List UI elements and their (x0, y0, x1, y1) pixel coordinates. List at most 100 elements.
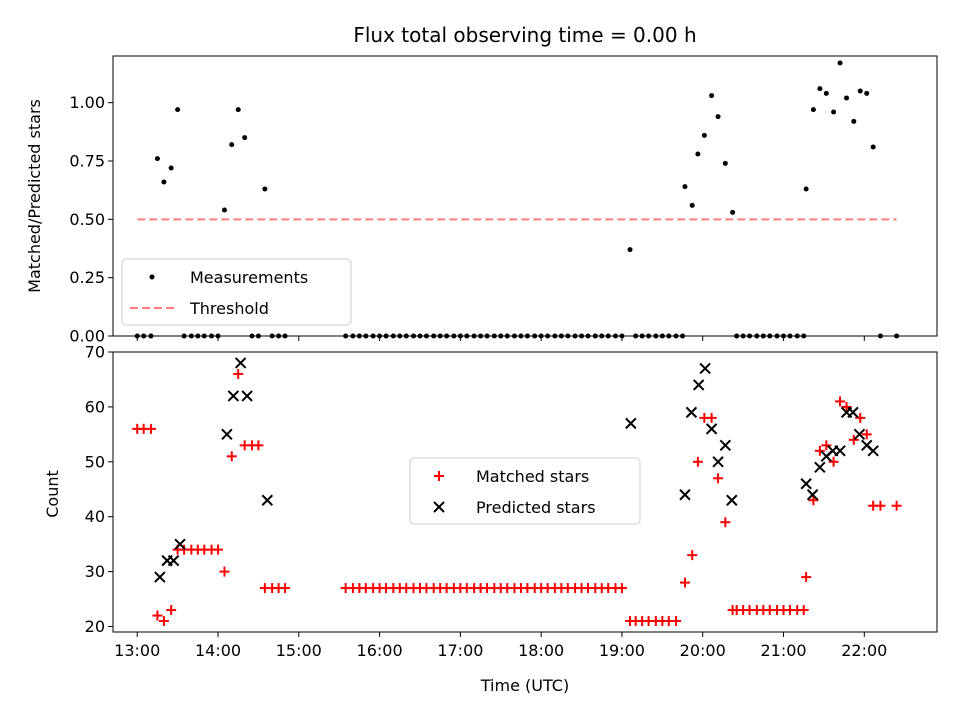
count-y-axis-label: Count (43, 470, 62, 518)
matched-star-point (166, 605, 177, 616)
predicted-star-point (699, 362, 711, 375)
measurement-point (870, 144, 876, 150)
measurement-point (864, 90, 870, 96)
matched-star-point (828, 456, 839, 467)
matched-star-point (226, 451, 237, 462)
x-tick-label: 17:00 (437, 641, 483, 660)
count-legend-box (409, 457, 641, 525)
matched-star-point (616, 583, 627, 594)
x-tick-label: 15:00 (276, 641, 322, 660)
ratio-legend: Measurements Threshold (121, 258, 352, 326)
measurement-point (730, 209, 736, 215)
x-tick-label: 22:00 (841, 641, 887, 660)
ratio-y-tick-label: 0.00 (69, 327, 105, 346)
matched-star-point (875, 500, 886, 511)
predicted-star-point (867, 445, 879, 457)
matched-star-point (720, 517, 731, 528)
count-axes: Count Time (UTC) 20 30 40 50 60 70 13:00 14:00 1… (43, 343, 938, 695)
count-plot-area (132, 357, 902, 627)
matched-star-point (280, 583, 291, 594)
legend-predicted-label: Predicted stars (476, 498, 596, 517)
predicted-star-point (814, 461, 826, 474)
predicted-star-point (221, 428, 233, 441)
count-axis-ticks: 20 30 40 50 60 70 13:00 14:00 15:00 16:00 17:00 18:… (85, 343, 888, 661)
ratio-axes: Flux total observing time = 0.00 h Match… (25, 23, 938, 346)
predicted-star-point (625, 417, 637, 430)
x-tick-label: 21:00 (760, 641, 806, 660)
legend-matched-label: Matched stars (476, 467, 589, 486)
predicted-star-point (853, 428, 866, 441)
matched-star-point (841, 401, 852, 412)
matched-star-point (679, 577, 690, 588)
predicted-star-point (712, 456, 724, 468)
measurement-point (168, 165, 174, 171)
predicted-star-point (705, 423, 718, 435)
measurement-point (823, 90, 829, 96)
x-tick-label: 20:00 (680, 641, 726, 660)
matched-star-point (848, 434, 859, 445)
measurement-point (682, 184, 688, 190)
predicted-star-point (806, 489, 819, 501)
chart-title: Flux total observing time = 0.00 h (353, 23, 696, 47)
measurement-point (627, 247, 633, 253)
matched-star-point (253, 440, 264, 451)
legend-threshold-label: Threshold (189, 299, 269, 318)
measurement-point (695, 151, 701, 157)
count-legend: Matched stars Predicted stars (409, 457, 641, 525)
matched-star-point (706, 412, 717, 423)
measurement-point (242, 135, 248, 141)
count-y-tick-label: 30 (85, 562, 105, 581)
ratio-axes-frame (112, 55, 938, 337)
matched-star-point (835, 396, 846, 407)
measurement-point (689, 202, 695, 208)
matched-star-point (158, 616, 169, 627)
matched-star-point (692, 456, 703, 467)
x-axis-label: Time (UTC) (480, 676, 569, 695)
predicted-star-point (685, 406, 698, 419)
predicted-star-point (834, 445, 846, 457)
predicted-star-point (726, 494, 738, 506)
matched-star-point (233, 368, 244, 379)
matched-star-point (801, 572, 812, 583)
x-tick-label: 18:00 (518, 641, 564, 660)
measurement-point (857, 88, 863, 94)
predicted-star-point (167, 554, 180, 567)
matched-star-point (798, 605, 809, 616)
matched-star-point (687, 550, 698, 561)
measurement-point (844, 95, 850, 101)
matched-star-point (891, 500, 902, 511)
measurement-point (161, 179, 167, 185)
measurement-point (837, 60, 843, 66)
ratio-axis-ticks: 0.00 0.25 0.50 0.75 1.00 (69, 93, 865, 346)
x-tick-label: 16:00 (357, 641, 403, 660)
measurement-point (817, 86, 823, 92)
measurement-point (235, 107, 241, 113)
matched-star-point (145, 423, 156, 434)
matched-star-point (213, 544, 224, 555)
measurement-point (803, 186, 809, 192)
ratio-y-tick-label: 0.25 (69, 268, 105, 287)
matched-star-point (671, 616, 682, 627)
measurement-point (722, 160, 728, 166)
ratio-y-tick-label: 0.50 (69, 210, 105, 229)
predicted-star-point (847, 406, 859, 419)
matched-star-point (152, 610, 163, 621)
measurement-point (221, 207, 227, 213)
ratio-legend-box (121, 258, 352, 326)
count-y-tick-label: 70 (85, 343, 105, 362)
predicted-star-point (241, 390, 253, 402)
matched-star-point (861, 429, 872, 440)
count-y-tick-label: 50 (85, 452, 105, 471)
predicted-star-point (261, 494, 274, 506)
matched-star-point (219, 566, 230, 577)
ratio-plot-area (134, 60, 900, 339)
x-tick-label: 14:00 (195, 641, 241, 660)
measurement-point (715, 114, 721, 120)
x-tick-label: 19:00 (599, 641, 645, 660)
measurement-point (810, 107, 816, 113)
ratio-y-tick-label: 1.00 (69, 93, 105, 112)
predicted-star-point (719, 439, 732, 452)
measurement-point (851, 118, 857, 124)
